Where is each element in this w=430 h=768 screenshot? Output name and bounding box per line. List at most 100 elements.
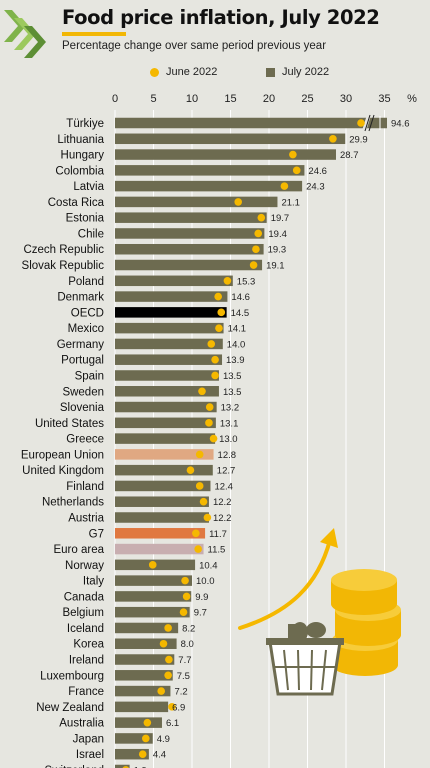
bar-july: [115, 591, 192, 602]
category-label: Luxembourg: [40, 670, 104, 682]
category-label: Chile: [78, 228, 104, 240]
category-label: G7: [89, 528, 104, 540]
dot-june: [195, 482, 204, 490]
dot-june: [157, 687, 165, 695]
value-labels: 94.6 29.9 28.7 24.6 24.3 21.1 19.7 19.4 19.3 19.1…: [134, 119, 410, 768]
legend-june-label: June 2022: [166, 66, 218, 78]
value-label: 28.7: [340, 150, 359, 161]
food-basket-coins-illustration: [238, 528, 401, 696]
value-label: 24.6: [308, 166, 327, 177]
category-label: Iceland: [67, 623, 104, 635]
category-label: Colombia: [55, 165, 104, 177]
category-label: Germany: [57, 339, 105, 351]
category-label: Netherlands: [42, 497, 104, 509]
bar-july: [115, 386, 219, 397]
value-label: 12.4: [214, 481, 233, 492]
dot-june: [249, 261, 258, 269]
category-labels: Türkiye Lithuania Hungary Colombia Latvia Cos…: [21, 118, 105, 768]
bar-july: [115, 685, 171, 697]
food-basket-icon: [266, 622, 344, 696]
x-axis-ticks: 0 5 10 15 20 25 30 35%: [112, 93, 417, 105]
value-label: 13.2: [221, 403, 240, 414]
bar-july: [115, 764, 130, 768]
category-label: Australia: [59, 718, 104, 730]
dot-june: [182, 592, 191, 601]
category-label: Austria: [68, 513, 104, 525]
dot-june: [164, 671, 172, 680]
category-label: Czech Republic: [23, 244, 104, 256]
bar-july: [115, 196, 278, 208]
value-label: 29.9: [349, 134, 368, 145]
oecd-logo: [4, 10, 46, 58]
x-tick-label: 0: [112, 93, 118, 105]
value-label: 10.0: [196, 576, 215, 587]
value-label: 13.5: [223, 387, 242, 398]
dot-june: [195, 450, 204, 459]
bar-july: [115, 180, 303, 192]
axis-break-line: [364, 114, 371, 132]
bar-july: [115, 354, 223, 365]
dot-june: [143, 718, 152, 727]
dot-june: [357, 119, 365, 127]
dot-june: [165, 655, 173, 664]
value-label: 7.7: [178, 655, 191, 666]
dot-june: [234, 198, 242, 206]
bar-july: [115, 149, 336, 160]
value-label: 14.6: [231, 292, 250, 303]
dot-june: [181, 576, 189, 585]
bar-july: [115, 480, 211, 492]
category-label: Poland: [68, 276, 104, 288]
category-label: Italy: [83, 576, 104, 588]
value-label: 11.5: [208, 545, 226, 556]
value-label: 4.9: [157, 734, 170, 745]
dot-june: [211, 371, 219, 380]
category-label: United States: [35, 418, 104, 430]
category-label: Mexico: [68, 323, 104, 335]
value-label: 13.5: [223, 371, 242, 382]
value-label: 13.9: [226, 355, 245, 366]
value-label: 13.0: [219, 434, 238, 445]
value-label: 21.1: [281, 197, 300, 208]
category-label: France: [68, 686, 104, 698]
value-label: 4.4: [153, 750, 166, 761]
value-label: 8.0: [181, 639, 194, 650]
value-label: 94.6: [391, 119, 410, 130]
bar-july: [115, 307, 227, 318]
value-label: 12.2: [213, 497, 232, 508]
bar-july: [115, 243, 264, 255]
value-label: 15.3: [237, 276, 256, 287]
value-label: 9.9: [195, 592, 208, 603]
dot-june: [186, 466, 195, 474]
bar-july: [115, 638, 177, 649]
x-tick-label: 10: [186, 93, 198, 105]
value-label: 14.5: [231, 308, 250, 319]
bar-july: [115, 117, 387, 129]
dots-june: [122, 119, 365, 768]
bar-july: [115, 322, 224, 334]
category-label: Costa Rica: [48, 197, 105, 209]
dot-june: [194, 545, 202, 553]
axis-break-marker: [362, 114, 371, 132]
value-label: 6.9: [172, 702, 185, 713]
dot-june: [252, 245, 260, 254]
category-label: Slovenia: [60, 402, 105, 414]
dot-june: [215, 324, 223, 332]
value-label: 11.7: [209, 529, 227, 540]
dot-june: [203, 513, 212, 522]
value-label: 12.2: [213, 513, 232, 524]
category-label: New Zealand: [36, 702, 104, 714]
chart-subtitle: Percentage change over same period previ…: [62, 40, 327, 52]
dot-june: [179, 608, 188, 616]
dot-june: [329, 134, 337, 143]
bar-july: [115, 543, 204, 555]
dot-june: [198, 387, 206, 396]
category-label: Hungary: [61, 150, 105, 162]
dot-june: [205, 419, 213, 427]
chart-title: Food price inflation, July 2022: [62, 6, 380, 29]
bar-july: [115, 496, 209, 507]
category-label: Lithuania: [57, 134, 104, 146]
value-label: 9.7: [194, 608, 207, 619]
bar-july: [115, 464, 213, 476]
chart-header: Food price inflation, July 2022 Percenta…: [0, 0, 430, 112]
category-label: Slovak Republic: [22, 260, 105, 272]
